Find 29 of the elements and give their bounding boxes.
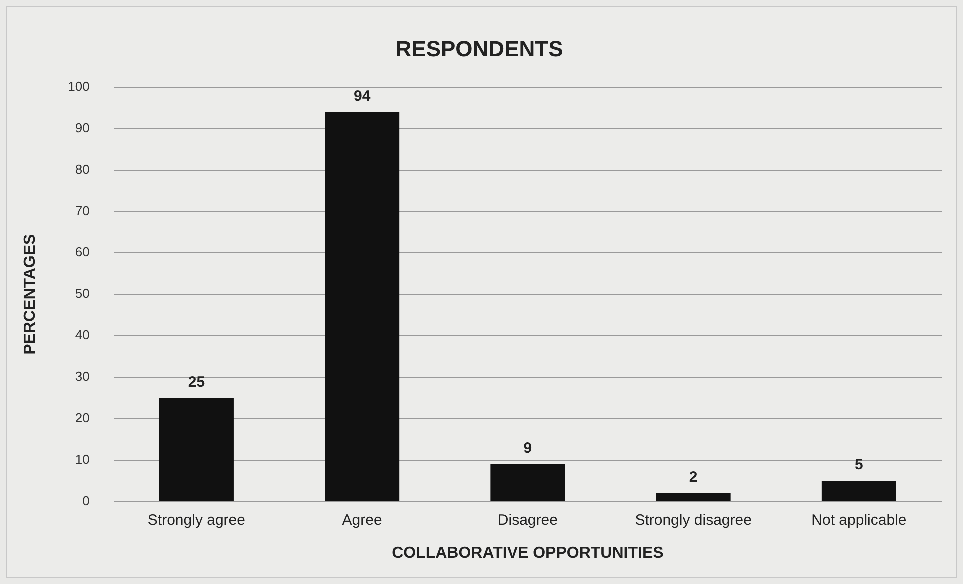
chart-title: RESPONDENTS — [396, 36, 564, 62]
data-label: 94 — [354, 88, 372, 105]
y-axis-title: PERCENTAGES — [22, 234, 40, 355]
y-tick-label: 20 — [75, 410, 90, 426]
x-axis-title: COLLABORATIVE OPPORTUNITIES — [392, 544, 664, 562]
data-label: 25 — [188, 374, 206, 391]
y-tick-label: 90 — [75, 120, 90, 136]
bar — [822, 481, 896, 502]
y-tick-label: 40 — [75, 328, 90, 343]
bar — [325, 112, 400, 502]
y-tick-label: 60 — [75, 244, 90, 260]
x-tick-label: Strongly agree — [148, 512, 246, 529]
y-tick-label: 100 — [68, 78, 90, 94]
data-label: 9 — [524, 440, 532, 458]
y-tick-label: 50 — [75, 286, 90, 302]
data-label: 5 — [855, 456, 864, 474]
y-tick-label: 30 — [75, 369, 90, 384]
y-tick-label: 80 — [75, 162, 90, 177]
y-tick-label: 10 — [75, 452, 90, 467]
bar — [656, 494, 731, 502]
y-tick-label: 70 — [75, 203, 90, 218]
x-tick-label: Strongly disagree — [635, 512, 752, 529]
x-tick-label: Agree — [342, 512, 382, 529]
y-tick-label: 0 — [82, 493, 90, 508]
bar — [159, 398, 234, 502]
x-tick-label: Not applicable — [812, 512, 907, 529]
data-label: 2 — [689, 469, 698, 486]
x-tick-label: Disagree — [498, 512, 558, 529]
bar — [490, 464, 566, 502]
